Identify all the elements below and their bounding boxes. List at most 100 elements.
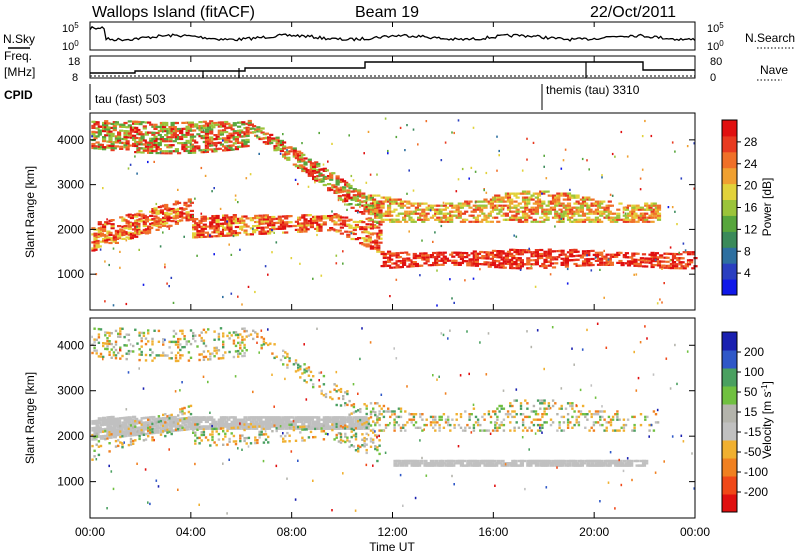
velocity-cell [174,357,178,360]
velocity-cell [243,330,246,333]
power-cell [575,264,580,267]
velocity-cell [346,427,351,430]
power-colorbar-tick-label: 12 [744,222,758,236]
power-cell [157,125,162,129]
velocity-cell [487,413,491,416]
velocity-cell [170,427,173,430]
power-cell [91,126,96,129]
power-cell [237,295,239,298]
velocity-cell [305,370,308,373]
power-cell [99,143,104,146]
velocity-cell [213,330,216,333]
power-cell [324,169,329,172]
velocity-cell [530,410,533,413]
velocity-cell [539,462,544,465]
velocity-cell [224,432,227,435]
velocity-cell [138,334,141,337]
power-cell [483,214,488,217]
velocity-cell [327,427,330,430]
power-cell [530,212,535,215]
power-cell [506,260,512,263]
velocity-cell [421,429,424,432]
power-cell [631,220,636,223]
velocity-cell [316,420,321,424]
velocity-cell [496,426,499,429]
power-cell [404,210,409,213]
power-colorbar-swatch [722,167,737,185]
velocity-cell [303,371,306,374]
power-cell [185,121,190,124]
power-cell [200,137,205,140]
power-cell [436,259,441,262]
power-cell [389,258,394,261]
velocity-cell [378,439,381,442]
power-cell [284,223,289,226]
velocity-cell [297,369,300,372]
freq-label: Freq. [4,49,32,63]
power-cell [421,202,426,205]
power-cell [228,146,233,149]
power-cell [294,178,297,181]
power-cell [142,228,147,232]
velocity-cell [342,426,345,429]
power-cell [108,263,110,267]
power-cell [500,252,505,255]
velocity-cell [369,437,373,440]
power-cell [222,295,224,299]
power-cell [159,138,164,141]
power-cell [155,146,160,149]
velocity-cell [260,420,265,424]
power-y-tick-label: 4000 [57,133,84,147]
power-cell [339,190,344,193]
power-cell [461,202,467,205]
power-cell [476,214,482,217]
velocity-cell [189,418,194,421]
velocity-cell [155,426,160,430]
power-cell [644,204,649,207]
velocity-cell [489,415,493,419]
power-cell [521,212,527,215]
power-cell [189,125,194,128]
velocity-cell [363,439,366,443]
power-cell [303,163,308,166]
power-cell [554,212,559,215]
velocity-cell [284,434,287,438]
velocity-cell [348,399,351,403]
velocity-cell [95,349,98,352]
velocity-cell [335,433,338,437]
velocity-cell [192,428,195,432]
velocity-cell [211,424,213,428]
velocity-cell [515,388,518,391]
power-cell [395,218,400,221]
power-cell [556,202,561,205]
velocity-cell [202,431,206,434]
velocity-cell [168,422,171,425]
power-cell [252,125,257,128]
power-cell [650,204,655,207]
power-cell [387,204,392,207]
velocity-cell [127,423,132,426]
power-cell [650,220,655,223]
velocity-cell [305,428,308,431]
power-cell [455,206,460,209]
velocity-cell [177,488,179,491]
velocity-cell [309,427,314,430]
power-cell [149,131,154,134]
power-cell [228,224,233,227]
power-cell [436,208,441,211]
velocity-cell [327,416,332,419]
velocity-cell [177,351,180,354]
power-cell [162,130,164,133]
velocity-cell [157,417,162,420]
velocity-cell [106,507,108,510]
velocity-cell [177,428,180,431]
power-cell [112,147,117,150]
power-cell [202,219,207,222]
power-cell [440,220,445,223]
velocity-cell [192,334,195,338]
power-cell [104,146,109,149]
velocity-cell [301,418,306,421]
velocity-cell [372,431,375,434]
power-cell [378,231,383,234]
power-cell [247,127,252,131]
